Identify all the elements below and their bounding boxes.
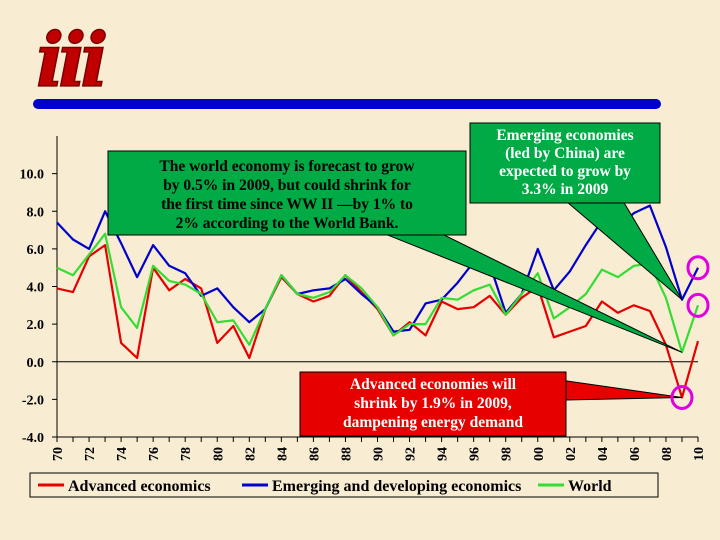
legend-label-0: Advanced economics <box>68 478 211 495</box>
y-tick-label: -4.0 <box>22 431 44 446</box>
iii-logo-text: iii <box>36 18 105 104</box>
callout-text-emerging: Emerging economies <box>496 127 633 144</box>
callout-text-emerging: 3.3% in 2009 <box>522 181 609 198</box>
callout-text-advanced: dampening energy demand <box>343 414 523 431</box>
x-tick-label: 00 <box>532 447 547 461</box>
callout-box-world <box>107 150 467 236</box>
annotation-callouts: The world economy is forecast to grow by … <box>107 122 683 437</box>
highlight-circle <box>686 292 710 318</box>
callout-text-world: the first time since WW II —by 1% to <box>161 196 413 213</box>
x-tick-label: 92 <box>404 447 419 461</box>
callout-text-world: 2% according to the World Bank. <box>176 215 399 232</box>
callout-text-world: by 0.5% in 2009, but could shrink for <box>163 177 411 194</box>
callout-text-advanced: shrink by 1.9% in 2009, <box>354 395 512 412</box>
callout-box-emerging <box>469 122 661 204</box>
callout-pointer-advanced <box>559 379 683 401</box>
y-tick-label: 10.0 <box>20 168 45 183</box>
callout-text-advanced: Advanced economies will <box>350 376 517 393</box>
highlight-circle <box>670 384 694 410</box>
y-tick-label: -2.0 <box>22 393 44 408</box>
legend: Advanced economics Emerging and developin… <box>29 472 659 498</box>
y-axis-ticks: -4.0 -2.0 0.0 2.0 4.0 6.0 8.0 10.0 <box>20 168 57 446</box>
x-tick-label: 88 <box>339 447 354 461</box>
y-tick-label: 2.0 <box>27 318 45 333</box>
y-tick-label: 8.0 <box>27 205 45 220</box>
x-axis-ticks: 70 72 74 76 78 80 82 84 86 88 90 92 94 96 98 00 02 04 06 08… <box>51 437 707 461</box>
legend-label-1: Emerging and developing economics <box>272 478 521 495</box>
series-line-2 <box>56 232 700 354</box>
callout-text-emerging: expected to grow by <box>499 163 631 180</box>
callout-box-advanced <box>299 371 567 437</box>
x-tick-label: 72 <box>83 447 98 461</box>
x-tick-label: 76 <box>147 447 162 461</box>
x-tick-label: 74 <box>115 447 130 461</box>
x-tick-label: 04 <box>596 447 611 461</box>
x-tick-label: 84 <box>275 447 290 461</box>
x-tick-label: 82 <box>243 447 258 461</box>
x-tick-label: 10 <box>692 447 707 461</box>
y-tick-label: 6.0 <box>27 243 45 258</box>
x-tick-label: 80 <box>211 447 226 461</box>
x-tick-label: 08 <box>660 447 675 461</box>
series-lines <box>56 204 700 399</box>
highlight-circles <box>670 255 710 410</box>
callout-pointer-emerging <box>558 195 683 301</box>
x-tick-label: 94 <box>436 447 451 461</box>
y-tick-label: 0.0 <box>27 356 45 371</box>
callout-text-world: The world economy is forecast to grow <box>159 158 415 175</box>
x-tick-label: 70 <box>51 447 66 461</box>
x-tick-label: 78 <box>179 447 194 461</box>
highlight-circle <box>686 255 710 281</box>
x-tick-label: 02 <box>564 447 579 461</box>
x-tick-label: 90 <box>372 447 387 461</box>
callout-text-emerging: (led by China) are <box>505 145 625 162</box>
x-tick-label: 98 <box>500 447 515 461</box>
iii-logo: iii <box>35 17 112 105</box>
y-tick-label: 4.0 <box>27 281 45 296</box>
legend-label-2: World <box>568 478 612 495</box>
x-tick-label: 86 <box>307 447 322 461</box>
x-tick-label: 06 <box>628 447 643 461</box>
x-tick-label: 96 <box>468 447 483 461</box>
